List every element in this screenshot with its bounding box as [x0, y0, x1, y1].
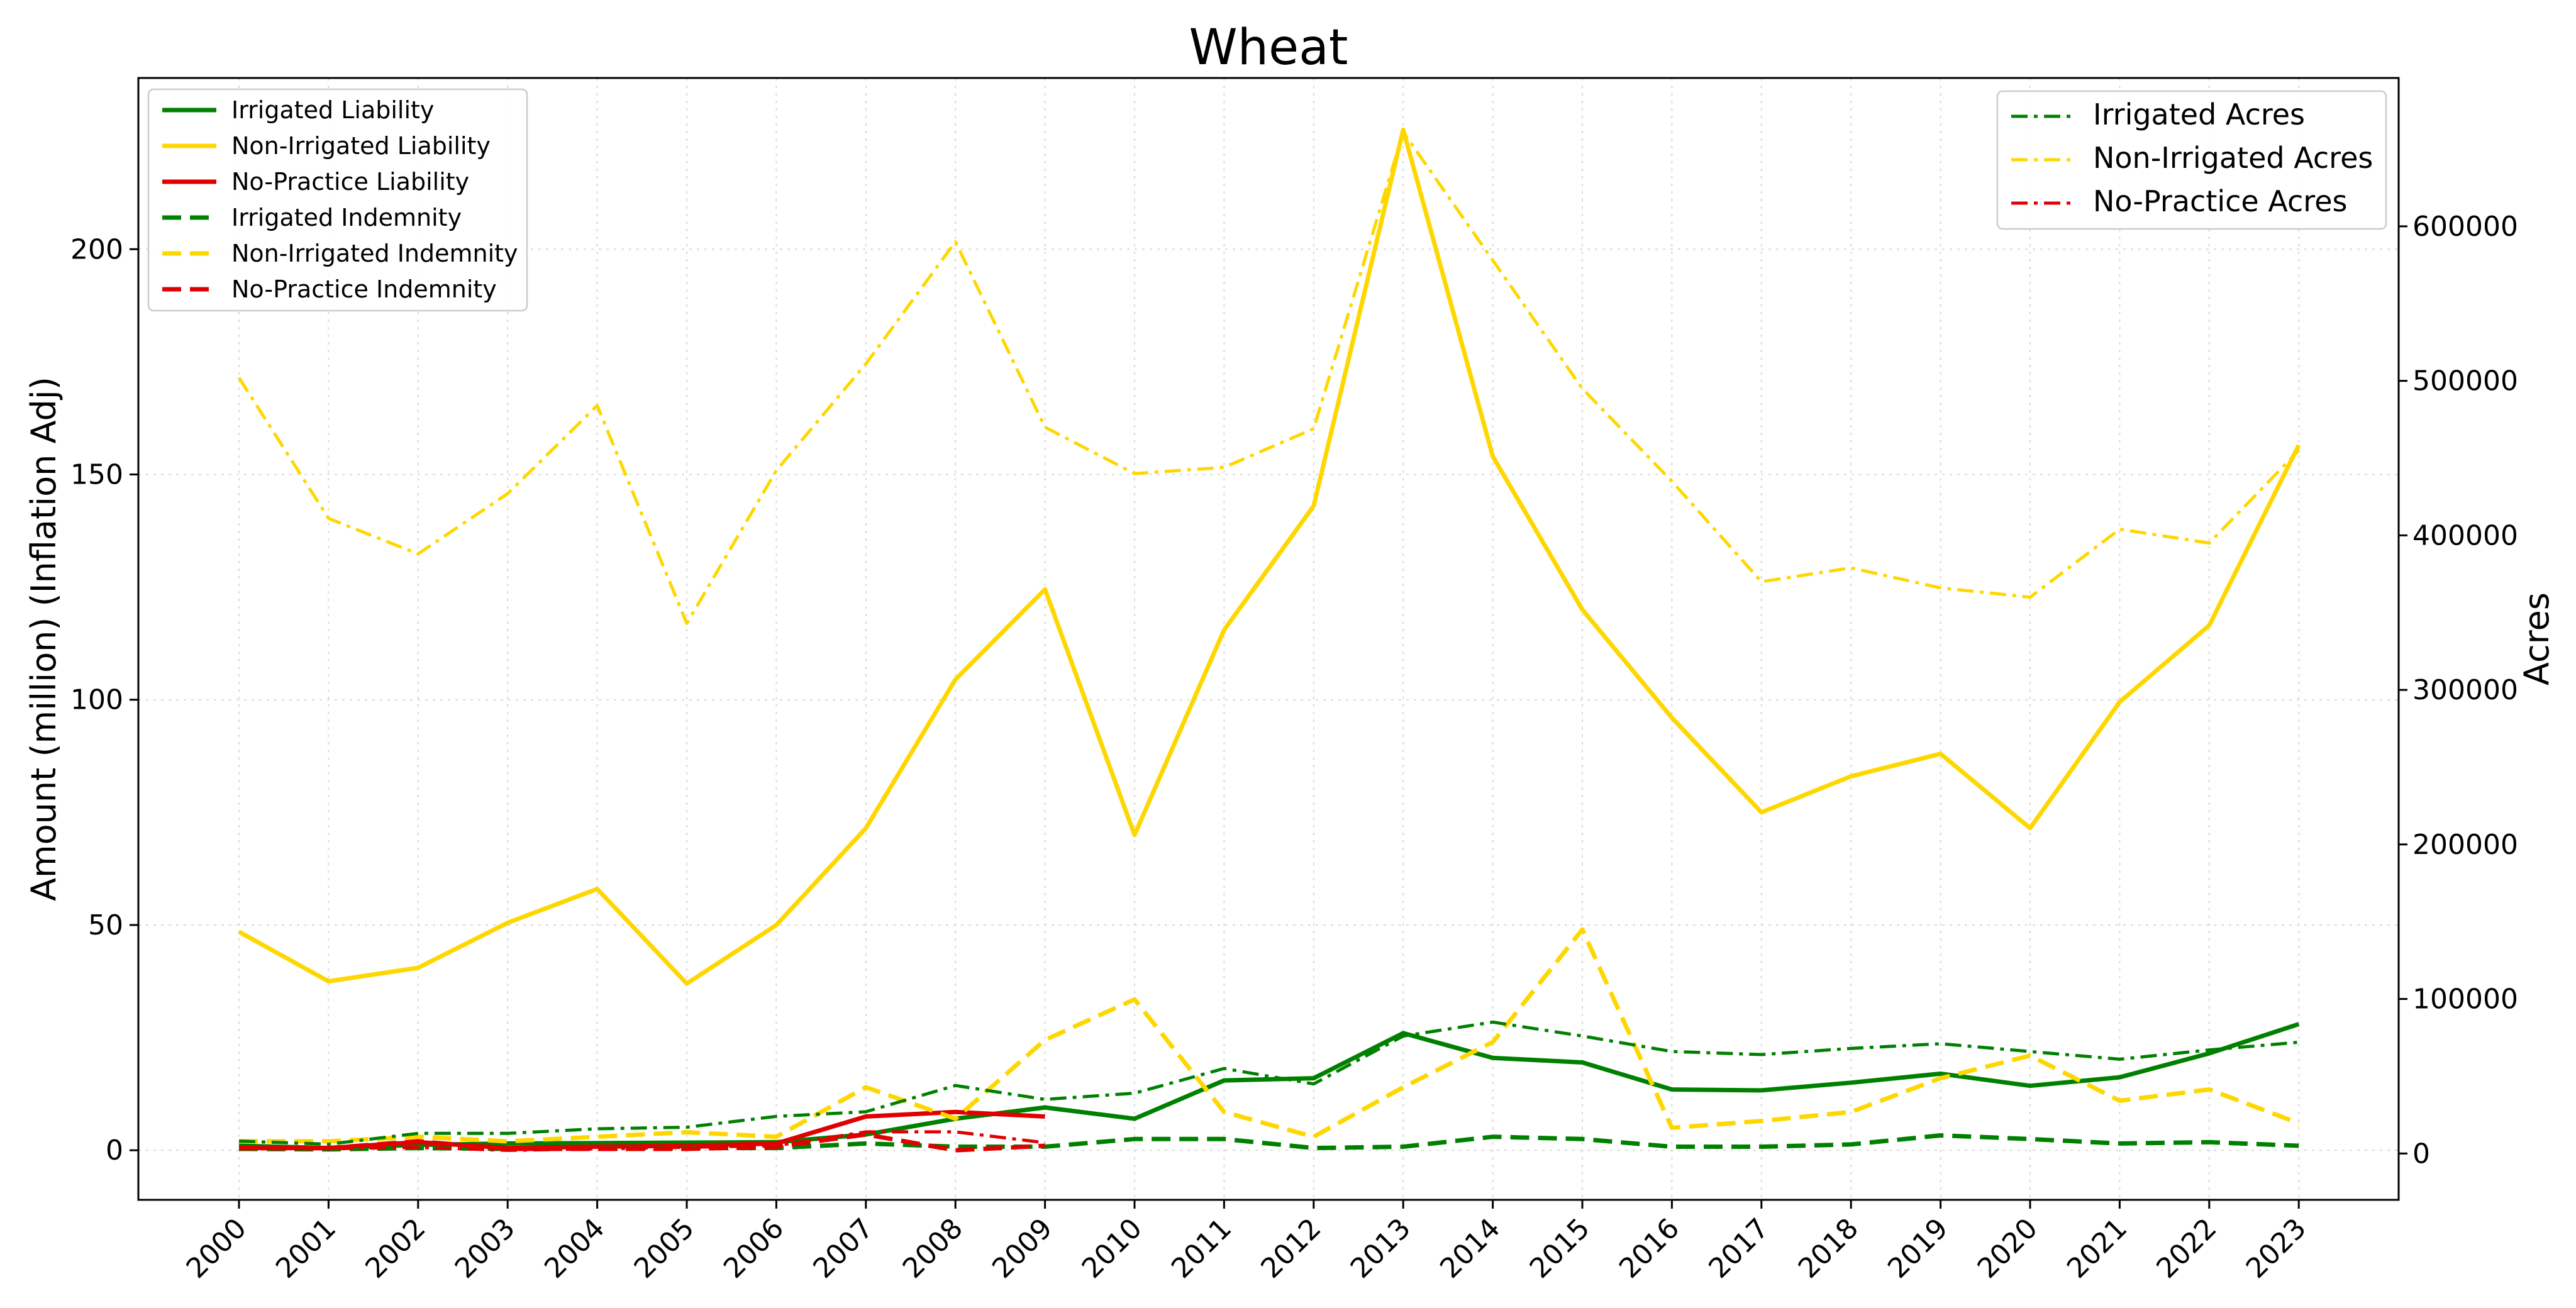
- legend-label: No-Practice Acres: [2093, 184, 2347, 218]
- series-layer: [237, 127, 2301, 1153]
- y-tick-label: 150: [70, 458, 123, 490]
- y2-tick-label: 300000: [2412, 674, 2518, 706]
- series-no-practice-acres: [239, 1130, 1045, 1152]
- x-tick-label: 2022: [2150, 1212, 2223, 1285]
- legend-frame: [1996, 90, 2387, 230]
- y-tick-label: 200: [70, 233, 123, 265]
- x-tick-label: 2013: [1345, 1212, 1417, 1285]
- x-tick-label: 2011: [1165, 1212, 1238, 1285]
- x-tick-label: 2021: [2061, 1212, 2133, 1285]
- x-tick-label: 2010: [1076, 1212, 1148, 1285]
- y-axis-right: 0 100000 200000 300000 400000 500000 600000: [2399, 211, 2518, 1170]
- x-tick-label: 2019: [1882, 1212, 1954, 1285]
- legend-label: Non-Irrigated Indemnity: [231, 240, 518, 267]
- y2-tick-label: 0: [2412, 1138, 2430, 1170]
- series-non-irrigated-indemnity: [239, 927, 2300, 1144]
- x-tick-label: 2003: [449, 1212, 521, 1285]
- x-tick-label: 2020: [1972, 1212, 2044, 1285]
- x-tick-label: 2007: [807, 1212, 879, 1285]
- x-tick-label: 2023: [2240, 1212, 2312, 1285]
- legend-label: Irrigated Indemnity: [231, 204, 462, 231]
- x-tick-label: 2008: [897, 1212, 969, 1285]
- y-axis-left: 0 50 100 150 200: [70, 233, 138, 1167]
- legend-label: Irrigated Acres: [2093, 97, 2305, 131]
- x-tick-label: 2015: [1524, 1212, 1596, 1285]
- legend-label: No-Practice Liability: [231, 168, 469, 196]
- x-axis: 2000 2001 2002 2003 2004 2005 2006 2007 2008 2009…: [180, 1200, 2312, 1285]
- y2-tick-label: 500000: [2412, 365, 2518, 397]
- x-tick-label: 2016: [1613, 1212, 1685, 1285]
- x-tick-label: 2006: [718, 1212, 790, 1285]
- x-tick-label: 2014: [1434, 1212, 1506, 1285]
- legend-label: No-Practice Indemnity: [231, 275, 497, 303]
- series-no-practice-liability: [239, 1109, 1045, 1151]
- series-irrigated-liability: [238, 1022, 2300, 1151]
- y2-tick-label: 200000: [2412, 829, 2518, 861]
- x-tick-label: 2000: [180, 1212, 253, 1285]
- legend-label: Irrigated Liability: [231, 96, 434, 124]
- chart-title: Wheat: [1189, 19, 1348, 76]
- y2-tick-label: 600000: [2412, 211, 2518, 243]
- x-tick-label: 2018: [1792, 1212, 1865, 1285]
- x-tick-label: 2012: [1255, 1212, 1327, 1285]
- series-non-irrigated-liability: [238, 127, 2301, 986]
- y-axis-title: Amount (million) (Inflation Adj): [24, 377, 64, 901]
- y2-tick-label: 100000: [2412, 984, 2518, 1016]
- series-irrigated-acres: [238, 1020, 2299, 1146]
- plot-frame: [137, 77, 2400, 1201]
- legend-label: Non-Irrigated Acres: [2093, 141, 2373, 175]
- legend-frame: [147, 88, 528, 312]
- x-tick-label: 2002: [359, 1212, 431, 1285]
- x-tick-label: 2017: [1702, 1212, 1775, 1285]
- series-non-irrigated-acres: [237, 130, 2300, 625]
- legend-left: Irrigated Liability Non-Irrigated Liabili…: [147, 88, 528, 312]
- x-tick-label: 2009: [986, 1212, 1058, 1285]
- legend-label: Non-Irrigated Liability: [231, 132, 491, 160]
- y-tick-label: 50: [88, 909, 123, 941]
- y-tick-label: 0: [106, 1134, 123, 1167]
- x-tick-label: 2005: [628, 1212, 701, 1285]
- grid: [138, 78, 2399, 1200]
- y2-axis-title: Acres: [2517, 592, 2557, 685]
- y-tick-label: 100: [70, 684, 123, 716]
- y2-tick-label: 400000: [2412, 519, 2518, 551]
- x-tick-label: 2001: [270, 1212, 342, 1285]
- x-tick-label: 2004: [538, 1212, 611, 1285]
- legend-right: Irrigated Acres Non-Irrigated Acres No-Pra…: [1996, 90, 2387, 230]
